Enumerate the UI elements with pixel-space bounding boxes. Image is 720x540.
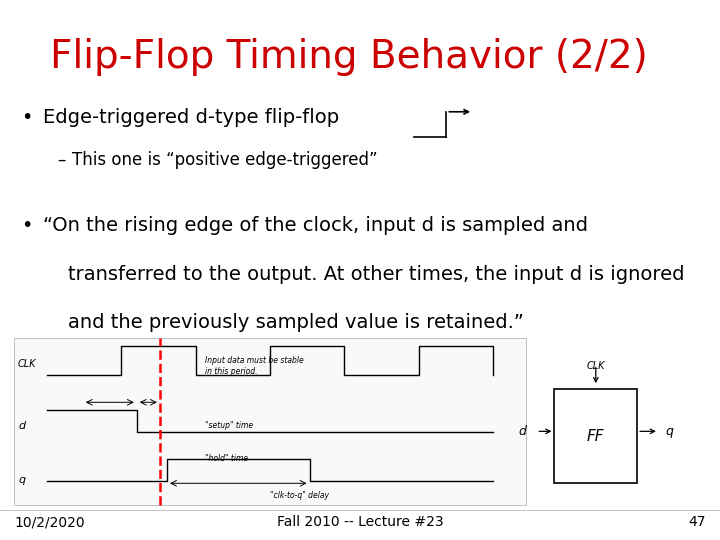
Text: transferred to the output. At other times, the input d is ignored: transferred to the output. At other time… bbox=[68, 265, 685, 284]
Text: d: d bbox=[518, 425, 526, 438]
FancyBboxPatch shape bbox=[554, 389, 637, 483]
Text: •: • bbox=[22, 216, 33, 235]
Text: "hold" time: "hold" time bbox=[205, 454, 248, 463]
Text: CLK: CLK bbox=[18, 359, 37, 369]
Text: 47: 47 bbox=[688, 515, 706, 529]
Text: d: d bbox=[18, 421, 25, 431]
Text: Fall 2010 -- Lecture #23: Fall 2010 -- Lecture #23 bbox=[276, 515, 444, 529]
Text: 10/2/2020: 10/2/2020 bbox=[14, 515, 85, 529]
Text: Flip-Flop Timing Behavior (2/2): Flip-Flop Timing Behavior (2/2) bbox=[50, 38, 648, 76]
Text: This one is “positive edge-triggered”: This one is “positive edge-triggered” bbox=[72, 151, 377, 169]
Text: "setup" time: "setup" time bbox=[205, 421, 253, 430]
FancyBboxPatch shape bbox=[14, 338, 526, 505]
Text: q: q bbox=[18, 475, 25, 485]
Text: and the previously sampled value is retained.”: and the previously sampled value is reta… bbox=[68, 313, 524, 332]
Text: “On the rising edge of the clock, input d is sampled and: “On the rising edge of the clock, input … bbox=[43, 216, 588, 235]
Text: "clk-to-q" delay: "clk-to-q" delay bbox=[270, 491, 329, 501]
Text: FF: FF bbox=[587, 429, 605, 443]
Text: Input data must be stable
in this period.: Input data must be stable in this period… bbox=[205, 356, 304, 376]
Text: –: – bbox=[58, 151, 66, 169]
Text: q: q bbox=[666, 425, 673, 438]
Text: CLK: CLK bbox=[587, 361, 605, 371]
Text: •: • bbox=[22, 108, 33, 127]
Text: Edge-triggered d-type flip-flop: Edge-triggered d-type flip-flop bbox=[43, 108, 339, 127]
